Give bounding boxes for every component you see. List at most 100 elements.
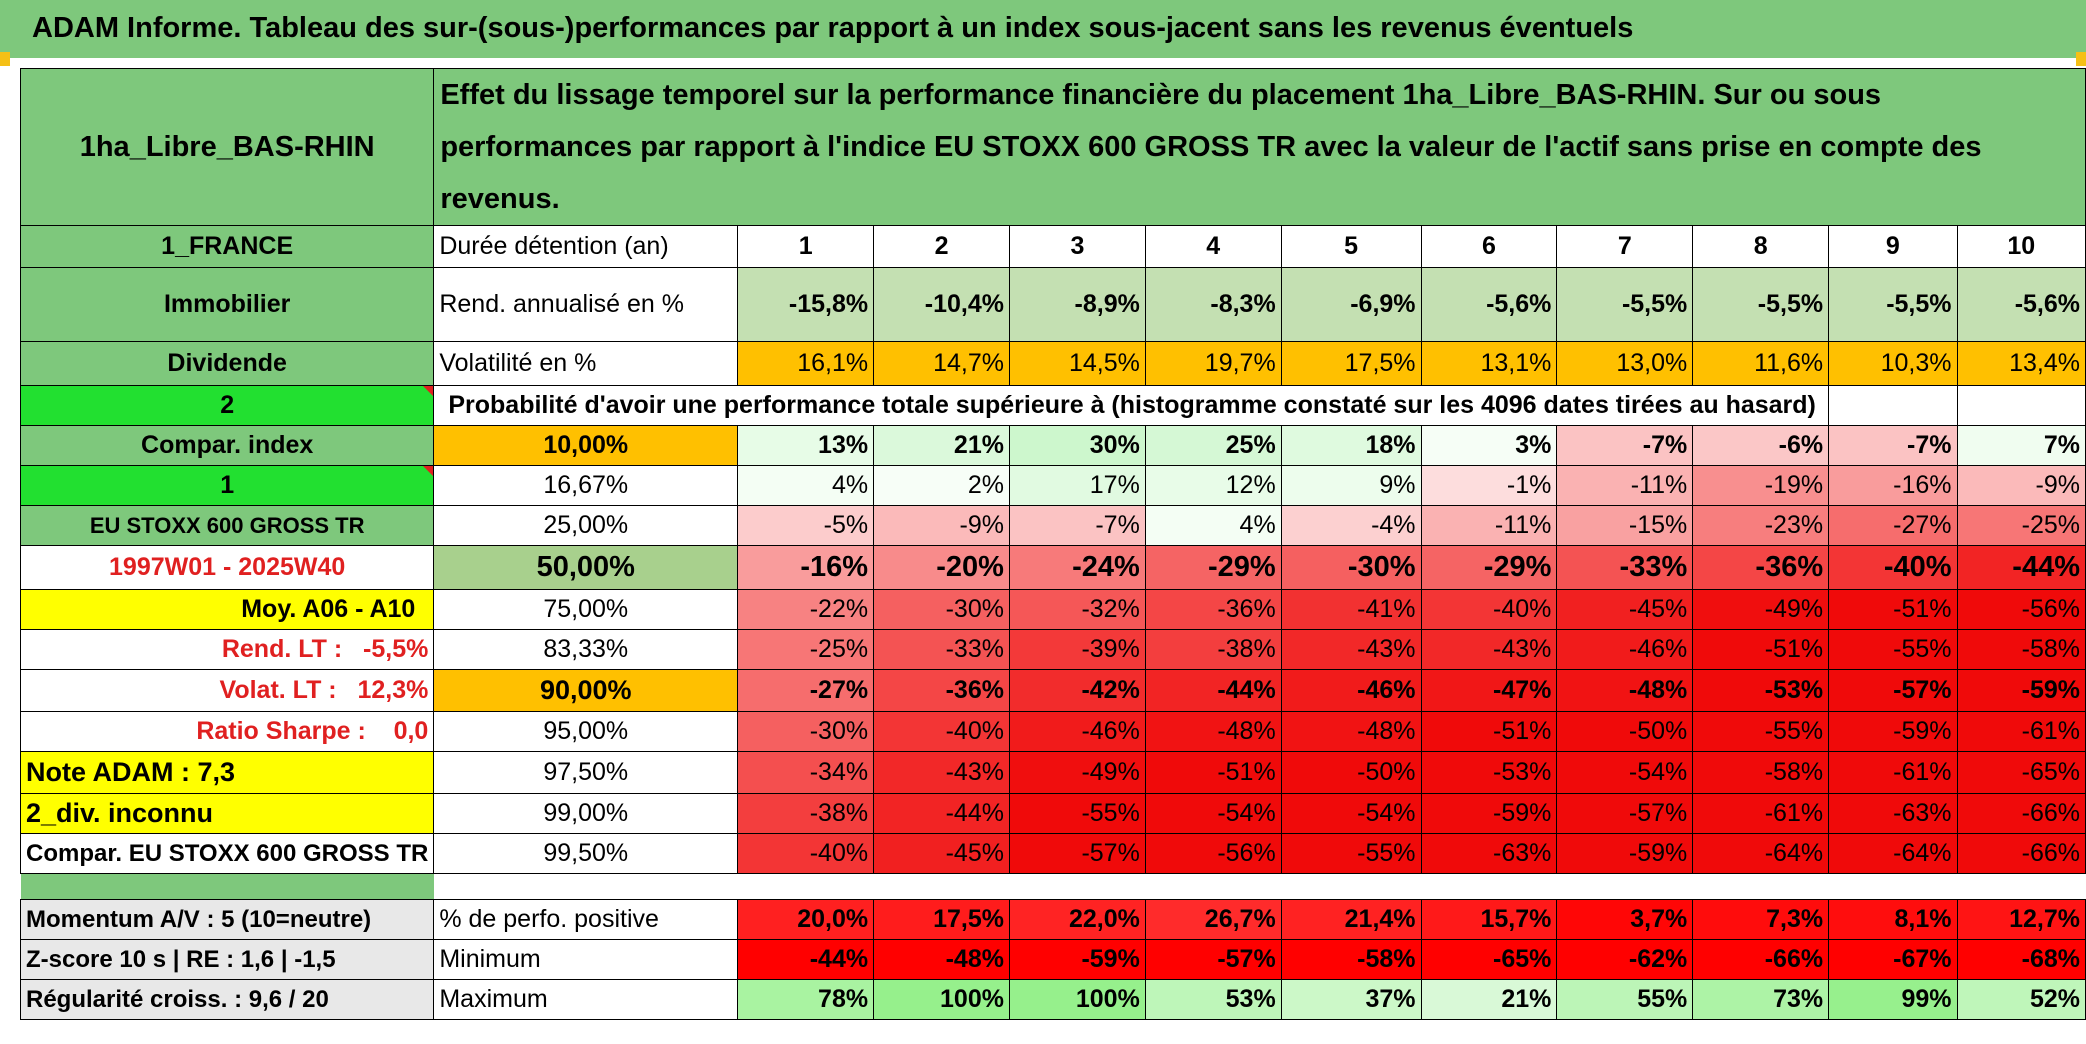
maximum-cell: 53% — [1144, 979, 1282, 1020]
quantile-cell: -59% — [1420, 793, 1558, 834]
year-header: 4 — [1144, 225, 1282, 268]
quantile-cell: -44% — [873, 793, 1010, 834]
quantile-cell: -56% — [1144, 833, 1282, 874]
quantile-cell: -33% — [1556, 545, 1694, 590]
quantile-cell: -7% — [1008, 505, 1146, 546]
quantile-cell: -30% — [1280, 545, 1422, 590]
quantile-cell: -20% — [873, 545, 1010, 590]
quantile-cell: -63% — [1420, 833, 1558, 874]
spacer — [434, 874, 2086, 900]
quantile-cell: 7% — [1956, 425, 2086, 466]
quantile-cell: -1% — [1420, 465, 1558, 506]
quantile-cell: -48% — [1144, 711, 1282, 752]
quantile-cell: -9% — [873, 505, 1010, 546]
quantile-cell: -58% — [1692, 751, 1830, 794]
year-header: 2 — [873, 225, 1010, 268]
index-name-label: EU STOXX 600 GROSS TR — [19, 505, 435, 546]
quantile-cell: -63% — [1828, 793, 1958, 834]
quantile-cell: -54% — [1280, 793, 1422, 834]
quantile-threshold: 97,50% — [433, 751, 739, 794]
quantile-cell: 3% — [1420, 425, 1558, 466]
quantile-cell: -7% — [1556, 425, 1694, 466]
period-label: 1997W01 - 2025W40 — [19, 545, 435, 590]
quantile-cell: -38% — [1144, 629, 1282, 670]
positive-perf-cell: 21,4% — [1280, 899, 1422, 940]
report-description: Effet du lissage temporel sur la perform… — [433, 68, 2086, 226]
quantile-cell: 21% — [873, 425, 1010, 466]
maximum-cell: 52% — [1956, 979, 2086, 1020]
dividend-status: 2_div. inconnu — [19, 793, 435, 834]
maximum-cell: 55% — [1556, 979, 1694, 1020]
quantile-cell: -4% — [1280, 505, 1422, 546]
category-label: Immobilier — [19, 267, 435, 342]
quantile-cell: -6% — [1692, 425, 1830, 466]
annual-return-cell: -10,4% — [873, 267, 1010, 342]
year-header: 6 — [1420, 225, 1558, 268]
year-header: 5 — [1280, 225, 1422, 268]
quantile-cell: -64% — [1828, 833, 1958, 874]
quantile-cell: -49% — [1008, 751, 1146, 794]
year-header: 9 — [1828, 225, 1958, 268]
quantile-cell: -48% — [1280, 711, 1422, 752]
volatility-cell: 16,1% — [737, 341, 875, 386]
volatility-cell: 11,6% — [1692, 341, 1830, 386]
quantile-cell: -65% — [1956, 751, 2086, 794]
quantile-cell: 25% — [1144, 425, 1282, 466]
positive-perf-cell: 26,7% — [1144, 899, 1282, 940]
quantile-cell: -61% — [1692, 793, 1830, 834]
compar-full-label: Compar. EU STOXX 600 GROSS TR — [19, 833, 435, 874]
quantile-threshold: 90,00% — [433, 669, 739, 712]
quantile-cell: -51% — [1828, 589, 1958, 630]
maximum-cell: 100% — [1008, 979, 1146, 1020]
probability-caption: Probabilité d'avoir une performance tota… — [433, 385, 1830, 426]
quantile-cell: -29% — [1144, 545, 1282, 590]
quantile-cell: -45% — [1556, 589, 1694, 630]
fund-name: 1ha_Libre_BAS-RHIN — [19, 68, 435, 226]
quantile-cell: -57% — [1008, 833, 1146, 874]
quantile-cell: -55% — [1692, 711, 1830, 752]
quantile-cell: 13% — [737, 425, 875, 466]
volatility-cell: 17,5% — [1280, 341, 1422, 386]
quantile-cell: -40% — [737, 833, 875, 874]
quantile-threshold: 25,00% — [433, 505, 739, 546]
quantile-cell: 4% — [737, 465, 875, 506]
moy-label: Moy. A06 - A10 — [19, 589, 435, 630]
quantile-cell: -55% — [1008, 793, 1146, 834]
quantile-cell: -25% — [1956, 505, 2086, 546]
spacer-green — [20, 873, 434, 900]
quantile-cell: -19% — [1692, 465, 1830, 506]
annual-return-cell: -6,9% — [1280, 267, 1422, 342]
holding-duration-label: Durée détention (an) — [433, 225, 739, 268]
quantile-cell: -16% — [1828, 465, 1958, 506]
quantile-cell: -42% — [1008, 669, 1146, 712]
volatility-cell: 13,1% — [1420, 341, 1558, 386]
year-header: 8 — [1692, 225, 1830, 268]
quantile-threshold: 83,33% — [433, 629, 739, 670]
quantile-cell: -15% — [1556, 505, 1694, 546]
annual-return-label: Rend. annualisé en % — [433, 267, 739, 342]
selector-one[interactable]: 1 — [19, 465, 435, 506]
minimum-cell: -58% — [1280, 939, 1422, 980]
positive-perf-cell: 12,7% — [1956, 899, 2086, 940]
year-header: 3 — [1008, 225, 1146, 268]
quantile-cell: -22% — [737, 589, 875, 630]
edge-marker-right — [2076, 52, 2086, 66]
quantile-cell: -58% — [1956, 629, 2086, 670]
quantile-cell: -50% — [1280, 751, 1422, 794]
quantile-cell: -33% — [873, 629, 1010, 670]
dividend-label: Dividende — [19, 341, 435, 386]
quantile-cell: -51% — [1420, 711, 1558, 752]
quantile-cell: -49% — [1692, 589, 1830, 630]
selector-two[interactable]: 2 — [19, 385, 435, 426]
positive-perf-cell: 7,3% — [1692, 899, 1830, 940]
quantile-cell: -43% — [1420, 629, 1558, 670]
quantile-threshold: 95,00% — [433, 711, 739, 752]
quantile-cell: -34% — [737, 751, 875, 794]
minimum-cell: -65% — [1420, 939, 1558, 980]
quantile-cell: -53% — [1692, 669, 1830, 712]
quantile-cell: -59% — [1956, 669, 2086, 712]
quantile-threshold: 75,00% — [433, 589, 739, 630]
quantile-cell: -9% — [1956, 465, 2086, 506]
quantile-cell: -59% — [1556, 833, 1694, 874]
positive-perf-cell: 3,7% — [1556, 899, 1694, 940]
